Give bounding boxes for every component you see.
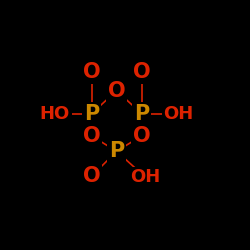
Text: HO: HO — [40, 105, 70, 123]
Text: OH: OH — [130, 168, 160, 186]
Text: O: O — [133, 126, 150, 146]
Text: O: O — [133, 62, 150, 82]
Text: O: O — [83, 62, 100, 82]
Text: O: O — [83, 166, 100, 186]
Text: P: P — [84, 104, 99, 124]
Text: O: O — [83, 126, 100, 146]
Text: P: P — [134, 104, 149, 124]
Text: P: P — [109, 141, 124, 161]
Text: O: O — [108, 81, 126, 101]
Text: OH: OH — [163, 105, 193, 123]
